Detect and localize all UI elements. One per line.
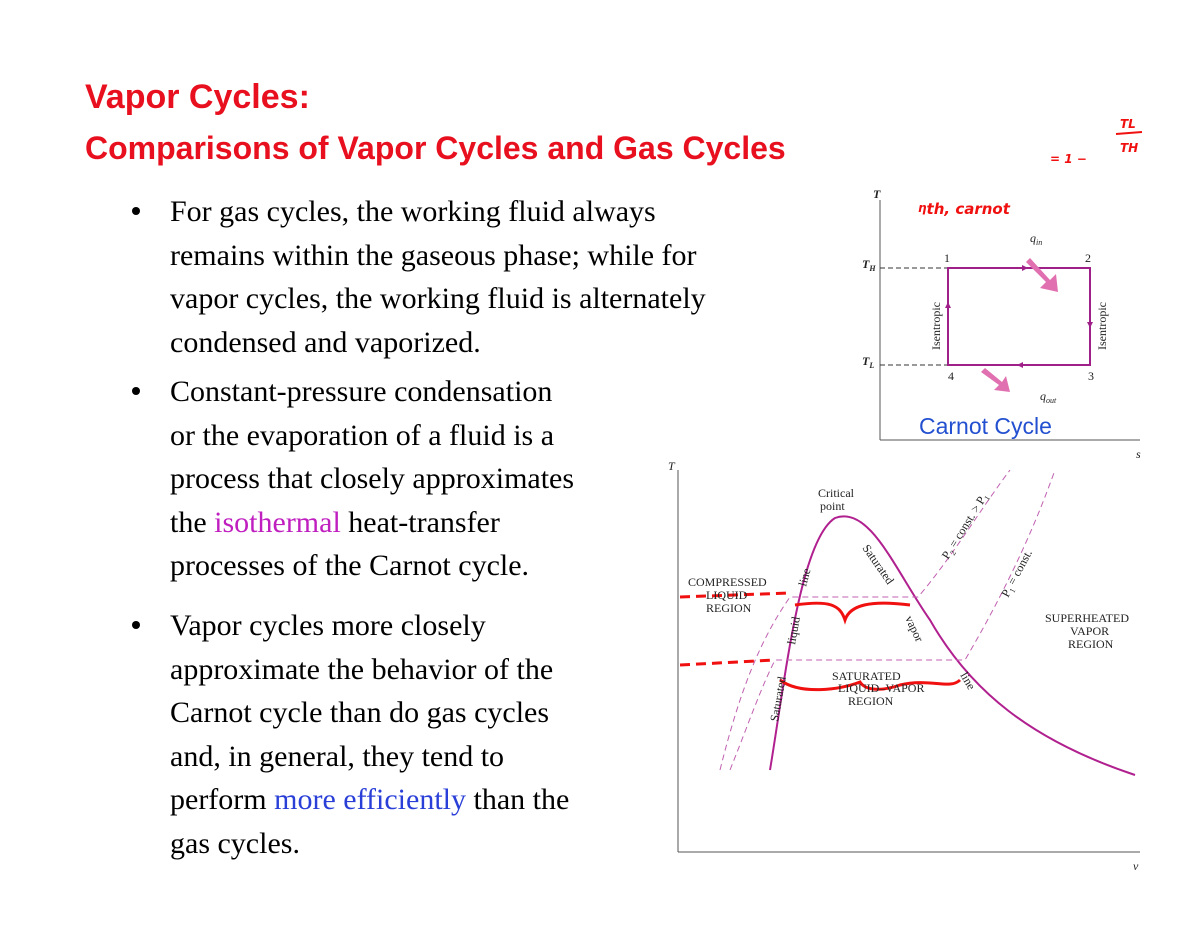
line: condensed and vaporized. <box>170 325 481 359</box>
line: approximate the behavior of the <box>170 652 554 686</box>
region-label: SUPERHEATED <box>1045 611 1129 625</box>
region-label: REGION <box>1068 637 1114 651</box>
text-part: T <box>862 257 870 271</box>
line: Constant-pressure condensation <box>170 375 553 408</box>
text-part: H <box>868 264 876 273</box>
bullet: For gas cycles, the working fluid always… <box>132 190 706 364</box>
handwriting <box>679 591 791 599</box>
text: the <box>170 505 215 539</box>
bullet-dot <box>132 621 140 629</box>
heat-arrow <box>1026 258 1058 292</box>
bullet-dot <box>132 207 140 215</box>
line: perform more efficiently than the <box>170 778 569 822</box>
text-part: 1 <box>982 494 992 502</box>
line-label: line <box>957 670 978 693</box>
axis-label: v <box>1133 859 1139 873</box>
q-out: qout <box>1040 389 1057 405</box>
critical-label: Critical <box>818 486 855 500</box>
q-in: qin <box>1030 231 1042 247</box>
region-label: VAPOR <box>1070 624 1109 638</box>
state: 1 <box>944 251 950 265</box>
critical-label: point <box>820 499 845 513</box>
text: heat-transfer <box>340 505 500 539</box>
line-label: liquid <box>784 615 803 645</box>
bullet: Vapor cycles more closely approximate th… <box>132 604 569 866</box>
line-label: vapor <box>902 613 926 644</box>
line-label: line <box>795 567 813 588</box>
cycle <box>947 267 1091 366</box>
axis-label: T <box>873 187 881 201</box>
text-part: q <box>1030 231 1036 245</box>
line: Carnot cycle than do gas cycles <box>170 696 550 730</box>
line: processes of the Carnot cycle. <box>170 549 530 583</box>
handwriting <box>779 678 962 692</box>
text-part: q <box>1040 389 1046 403</box>
text-part: = const. > P <box>944 493 988 552</box>
line-label: Saturated <box>767 675 789 722</box>
text-part: L <box>868 361 874 370</box>
pressure-label: P2 = const. > P1 <box>939 490 992 562</box>
text-part: th, carnot <box>927 200 1011 218</box>
handwriting <box>794 601 911 625</box>
line: and, in general, they tend to <box>170 739 505 773</box>
line: or the evaporation of a fluid is a <box>170 418 555 452</box>
region-label: COMPRESSED <box>688 575 767 589</box>
line: gas cycles. <box>170 826 300 860</box>
region-label: LIQUID–VAPOR <box>838 681 924 695</box>
annotation: TH <box>1120 141 1138 155</box>
state: 4 <box>948 369 954 383</box>
pressure-label: P1 = const. <box>998 547 1036 600</box>
t-low: TL <box>862 354 874 370</box>
annotation: TL <box>1120 117 1136 131</box>
saturation-dome <box>769 515 1136 776</box>
region-label: LIQUID <box>706 588 748 602</box>
text-part: 2 <box>948 549 958 557</box>
line: the isothermal heat-transfer <box>170 501 574 545</box>
axis-label: T <box>668 459 676 473</box>
line-label: Saturated <box>860 542 897 587</box>
line: For gas cycles, the working fluid always <box>170 195 656 228</box>
axis-label: s <box>1136 447 1141 461</box>
line: process that closely approximates <box>170 462 575 496</box>
text-part: η <box>918 201 927 215</box>
text-part: out <box>1046 396 1057 405</box>
state: 2 <box>1085 251 1091 265</box>
state: 3 <box>1088 369 1094 383</box>
text-part: = const. <box>1003 547 1035 590</box>
side-label: Isentropic <box>929 302 943 350</box>
handwriting <box>679 658 776 667</box>
t-high: TH <box>862 257 876 273</box>
line: Vapor cycles more closely <box>170 609 486 642</box>
bullet: Constant-pressure condensation or the ev… <box>132 370 575 588</box>
carnot-diagram: T s TH TL 1 2 3 4 qin qout Isentropic Is… <box>862 187 1141 461</box>
text-part: T <box>862 354 870 368</box>
heat-arrow <box>981 368 1010 392</box>
handwriting <box>1115 131 1143 135</box>
highlight: isothermal <box>214 505 341 539</box>
line: remains within the gaseous phase; while … <box>170 238 697 272</box>
subtitle: Comparisons of Vapor Cycles and Gas Cycl… <box>85 130 786 166</box>
annotation: ηth, carnot <box>918 200 1011 218</box>
text: perform <box>170 783 275 817</box>
tv-diagram: T v Critical point COMPRESSED LIQUID REG… <box>668 459 1140 873</box>
side-label: Isentropic <box>1095 302 1109 350</box>
isobar <box>719 469 1011 771</box>
title: Vapor Cycles: <box>85 78 310 116</box>
region-label: REGION <box>706 601 752 615</box>
region-label: SATURATED <box>832 669 901 683</box>
highlight: more efficiently <box>274 783 466 817</box>
text-part: 1 <box>1008 587 1018 595</box>
text-part: in <box>1036 238 1042 247</box>
region-label: REGION <box>848 694 894 708</box>
annotation: = 1 − <box>1050 152 1087 166</box>
caption: Carnot Cycle <box>919 413 1052 439</box>
text: than the <box>466 783 570 817</box>
line: vapor cycles, the working fluid is alter… <box>170 282 706 316</box>
bullet-dot <box>132 387 140 395</box>
isobar <box>729 469 1056 771</box>
